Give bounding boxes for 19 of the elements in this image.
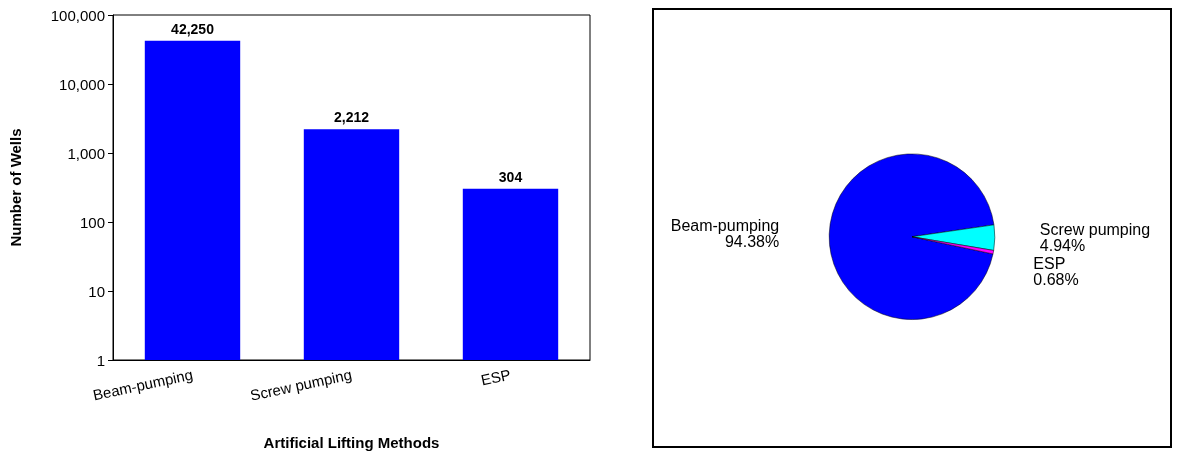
data-label: 4.94%	[1039, 237, 1086, 255]
x-tick-label: Screw pumping	[248, 365, 354, 404]
y-axis-title: Number of Wells	[7, 128, 24, 247]
y-tick-label: 100,000	[50, 6, 105, 24]
y-tick-label: 100	[79, 213, 105, 231]
slice-label: Screw pumping	[1039, 221, 1151, 239]
data-label: 304	[498, 168, 523, 185]
data-label: 0.68%	[1033, 271, 1079, 289]
data-label: 42,250	[171, 20, 215, 37]
data-label: 94.38%	[724, 233, 780, 250]
slice-label: ESP	[1033, 255, 1066, 273]
x-axis-title: Artificial Lifting Methods	[263, 434, 440, 451]
x-tick-label: ESP	[479, 365, 513, 389]
y-tick-label: 10	[88, 282, 105, 300]
y-tick-label: 1,000	[67, 144, 105, 162]
y-tick-label: 10,000	[59, 75, 105, 93]
slice-label: Beam-pumping	[670, 217, 780, 234]
y-tick-label: 1	[96, 351, 105, 369]
data-label: 2,212	[333, 109, 370, 126]
